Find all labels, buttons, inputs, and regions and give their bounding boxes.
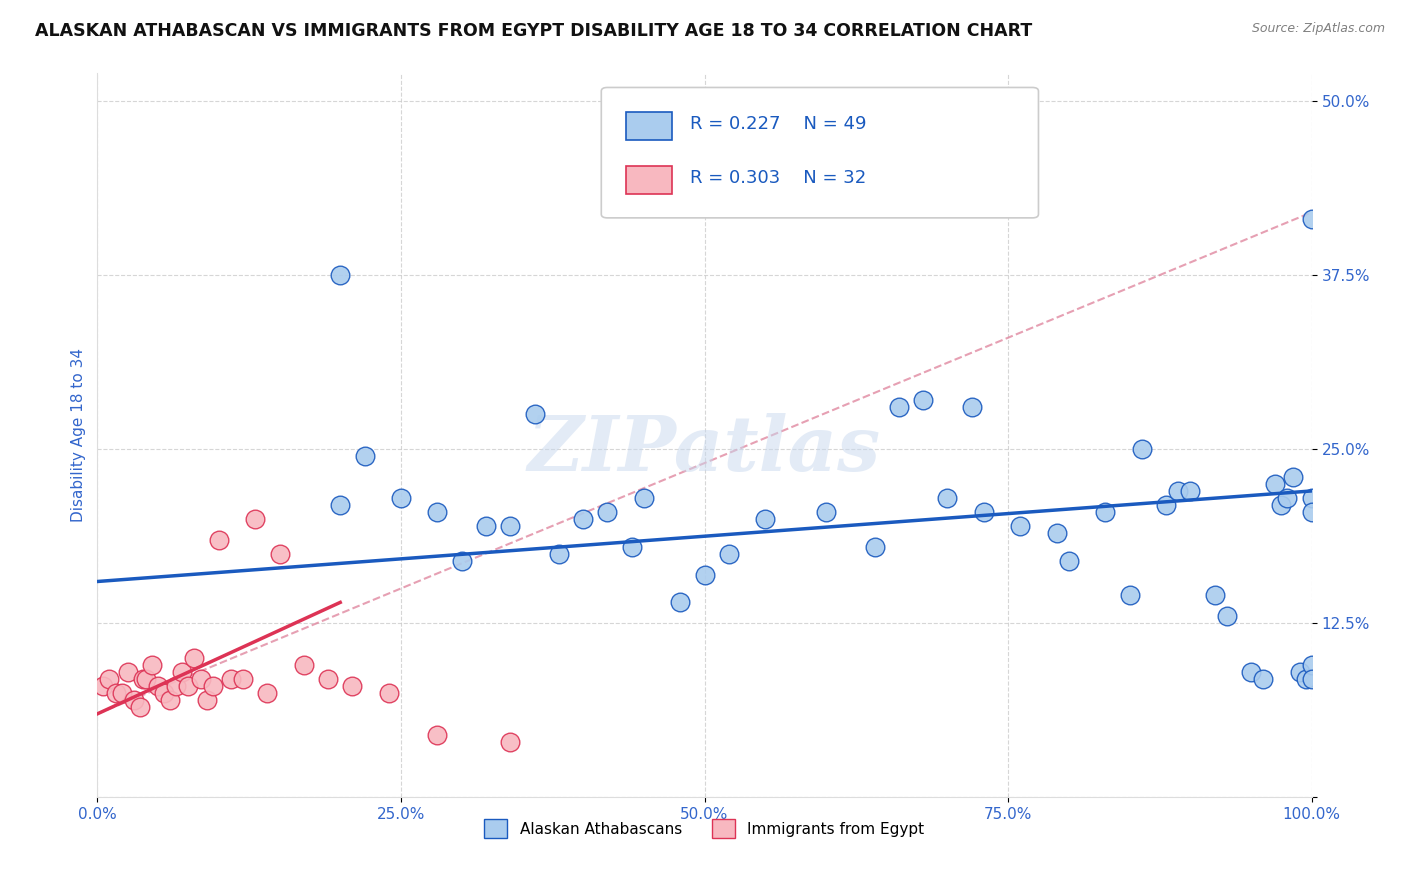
Point: [1180, 483, 1202, 498]
Point: [1264, 477, 1286, 491]
Point: [159, 693, 181, 707]
Point: [1301, 491, 1323, 505]
Point: [1270, 498, 1292, 512]
Point: [1251, 672, 1274, 686]
Point: [754, 512, 776, 526]
Point: [135, 672, 157, 686]
Point: [256, 686, 278, 700]
Point: [633, 491, 655, 505]
Point: [141, 658, 163, 673]
Point: [93, 679, 115, 693]
Point: [620, 540, 643, 554]
Point: [1301, 505, 1323, 519]
Point: [117, 665, 139, 679]
Point: [111, 686, 134, 700]
Point: [450, 553, 472, 567]
Point: [1301, 672, 1323, 686]
Point: [165, 679, 187, 693]
Point: [195, 693, 218, 707]
Text: R = 0.303    N = 32: R = 0.303 N = 32: [690, 169, 866, 187]
Point: [1130, 442, 1153, 457]
FancyBboxPatch shape: [602, 87, 1039, 218]
Point: [128, 699, 150, 714]
Point: [1167, 483, 1189, 498]
Point: [292, 658, 315, 673]
Point: [183, 651, 205, 665]
Point: [104, 686, 127, 700]
Point: [1118, 589, 1140, 603]
Point: [1010, 518, 1032, 533]
Text: ALASKAN ATHABASCAN VS IMMIGRANTS FROM EGYPT DISABILITY AGE 18 TO 34 CORRELATION : ALASKAN ATHABASCAN VS IMMIGRANTS FROM EG…: [35, 22, 1032, 40]
Point: [245, 512, 267, 526]
Point: [426, 728, 449, 742]
Point: [523, 407, 546, 421]
Point: [146, 679, 169, 693]
Point: [389, 491, 412, 505]
Point: [342, 679, 364, 693]
Point: [1240, 665, 1263, 679]
Y-axis label: Disability Age 18 to 34: Disability Age 18 to 34: [72, 348, 86, 522]
Point: [122, 693, 145, 707]
Point: [499, 518, 522, 533]
Point: [693, 567, 716, 582]
Point: [378, 686, 401, 700]
Point: [1154, 498, 1177, 512]
Point: [201, 679, 224, 693]
Point: [208, 533, 231, 547]
Point: [153, 686, 176, 700]
Point: [1301, 212, 1323, 227]
FancyBboxPatch shape: [626, 167, 672, 194]
Point: [1295, 672, 1317, 686]
Point: [1277, 491, 1299, 505]
Point: [426, 505, 449, 519]
Text: R = 0.227    N = 49: R = 0.227 N = 49: [690, 115, 866, 133]
Point: [1301, 658, 1323, 673]
Point: [232, 672, 254, 686]
Text: Source: ZipAtlas.com: Source: ZipAtlas.com: [1251, 22, 1385, 36]
Point: [1215, 609, 1237, 624]
Point: [269, 547, 291, 561]
Point: [1046, 525, 1069, 540]
Point: [717, 547, 740, 561]
Point: [499, 735, 522, 749]
Point: [329, 268, 352, 282]
Point: [596, 505, 619, 519]
Point: [973, 505, 995, 519]
Point: [669, 595, 692, 609]
Text: ZIPatlas: ZIPatlas: [529, 413, 882, 487]
Point: [475, 518, 498, 533]
Point: [353, 449, 375, 463]
Point: [936, 491, 959, 505]
Point: [572, 512, 595, 526]
Point: [177, 679, 200, 693]
Point: [1204, 589, 1226, 603]
Point: [316, 672, 339, 686]
Point: [1282, 470, 1305, 484]
Point: [1288, 665, 1310, 679]
Point: [547, 547, 569, 561]
Point: [1057, 553, 1080, 567]
Point: [912, 393, 935, 408]
Point: [329, 498, 352, 512]
Legend: Alaskan Athabascans, Immigrants from Egypt: Alaskan Athabascans, Immigrants from Egy…: [478, 814, 931, 844]
Point: [190, 672, 212, 686]
Point: [98, 672, 121, 686]
Point: [960, 401, 983, 415]
FancyBboxPatch shape: [626, 112, 672, 140]
Point: [887, 401, 910, 415]
Point: [1094, 505, 1116, 519]
Point: [863, 540, 886, 554]
Point: [172, 665, 194, 679]
Point: [814, 505, 837, 519]
Point: [219, 672, 242, 686]
Point: [132, 672, 155, 686]
